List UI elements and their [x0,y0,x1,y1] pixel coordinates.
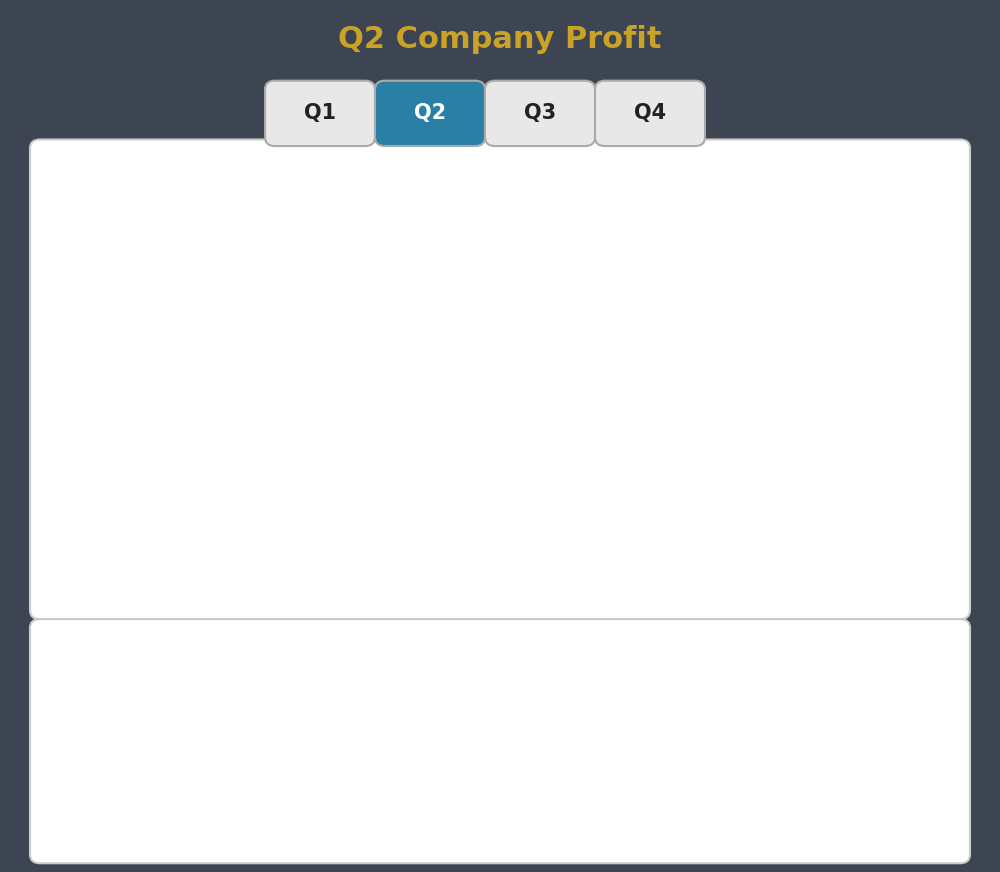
Text: 860 u: 860 u [796,700,843,719]
Bar [265,343,328,584]
Text: 700 u: 700 u [796,809,843,828]
Bar [425,283,488,584]
Bar [139,467,202,584]
Text: Q2 Company Profit: Q2 Company Profit [338,24,662,54]
Text: 890 hrs: 890 hrs [527,755,590,773]
Text: Q2: Q2 [414,104,446,123]
Text: 780 hrs: 780 hrs [788,755,851,773]
Text: CHICAGO: CHICAGO [255,646,340,664]
Bar [50,737,950,792]
Text: 270 u: 270 u [274,700,321,719]
Bar [50,792,950,846]
Bar [50,682,950,737]
Text: IT: IT [100,700,117,719]
Bar [712,214,775,584]
Text: 700 u: 700 u [535,700,582,719]
Text: PR: PR [96,809,121,828]
Text: Q4: Q4 [634,104,666,123]
Bar [488,201,552,584]
Legend: IT, CR, PR: IT, CR, PR [355,110,685,144]
Bar [775,248,838,584]
Bar [50,628,950,682]
Text: CR: CR [96,755,121,773]
Bar [202,351,265,584]
Bar [838,283,901,584]
Text: 450 u: 450 u [535,809,582,828]
Text: FRANKFURT: FRANKFURT [764,646,876,664]
Text: 560 u: 560 u [274,809,321,828]
Text: Q3: Q3 [524,104,556,123]
Text: LONDON: LONDON [518,646,598,664]
Bar [552,390,615,584]
Text: Q1: Q1 [304,104,336,123]
Text: 540 hrs: 540 hrs [266,755,329,773]
